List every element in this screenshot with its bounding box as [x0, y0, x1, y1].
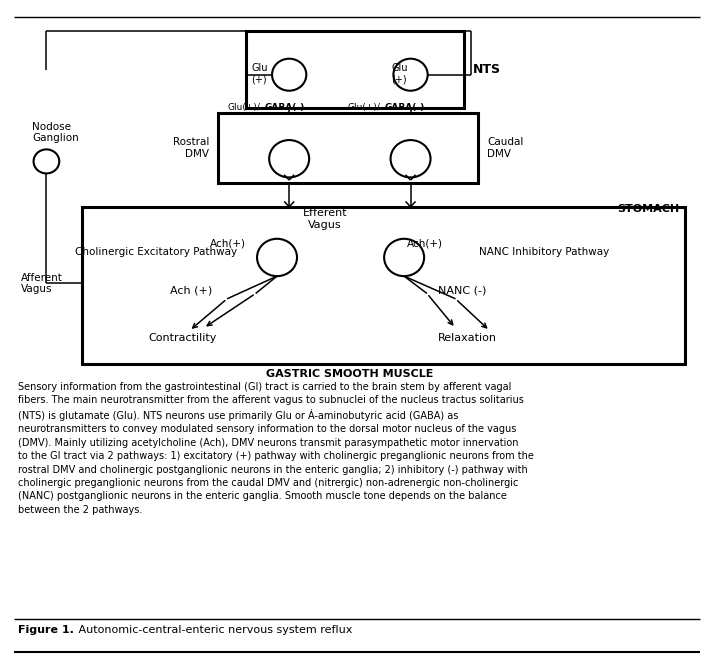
Text: Ach(+): Ach(+)	[407, 238, 443, 248]
Text: Caudal
DMV: Caudal DMV	[487, 137, 523, 159]
Text: Glu
(+): Glu (+)	[251, 63, 268, 85]
Text: Glu(+)/: Glu(+)/	[227, 103, 260, 112]
Bar	[82, 207, 685, 364]
Text: Figure 1.: Figure 1.	[18, 626, 74, 635]
Bar	[218, 113, 478, 183]
Text: Contractility: Contractility	[148, 333, 216, 342]
Text: Rostral
DMV: Rostral DMV	[173, 137, 209, 159]
Text: Nodose
Ganglion: Nodose Ganglion	[32, 122, 79, 143]
Text: Autonomic-central-enteric nervous system reflux: Autonomic-central-enteric nervous system…	[75, 626, 352, 635]
Text: Ach (+): Ach (+)	[170, 285, 213, 295]
Text: Ach(+): Ach(+)	[211, 238, 246, 248]
Text: Relaxation: Relaxation	[438, 333, 497, 342]
Text: Glu
(+): Glu (+)	[391, 63, 408, 85]
Text: Sensory information from the gastrointestinal (GI) tract is carried to the brain: Sensory information from the gastrointes…	[18, 382, 534, 515]
Text: Efferent
Vagus: Efferent Vagus	[303, 207, 347, 230]
Text: STOMACH: STOMACH	[618, 205, 680, 214]
Text: GABA(-): GABA(-)	[385, 103, 425, 112]
Text: Cholinergic Excitatory Pathway: Cholinergic Excitatory Pathway	[74, 247, 237, 257]
Text: Glu(+)/: Glu(+)/	[348, 103, 381, 112]
Text: GASTRIC SMOOTH MUSCLE: GASTRIC SMOOTH MUSCLE	[266, 369, 433, 379]
Text: NTS: NTS	[473, 63, 501, 76]
Bar	[246, 31, 464, 108]
Text: GABA(-): GABA(-)	[264, 103, 304, 112]
Text: Afferent
Vagus: Afferent Vagus	[21, 273, 64, 294]
Text: NANC Inhibitory Pathway: NANC Inhibitory Pathway	[479, 247, 609, 257]
Text: NANC (-): NANC (-)	[438, 285, 487, 295]
